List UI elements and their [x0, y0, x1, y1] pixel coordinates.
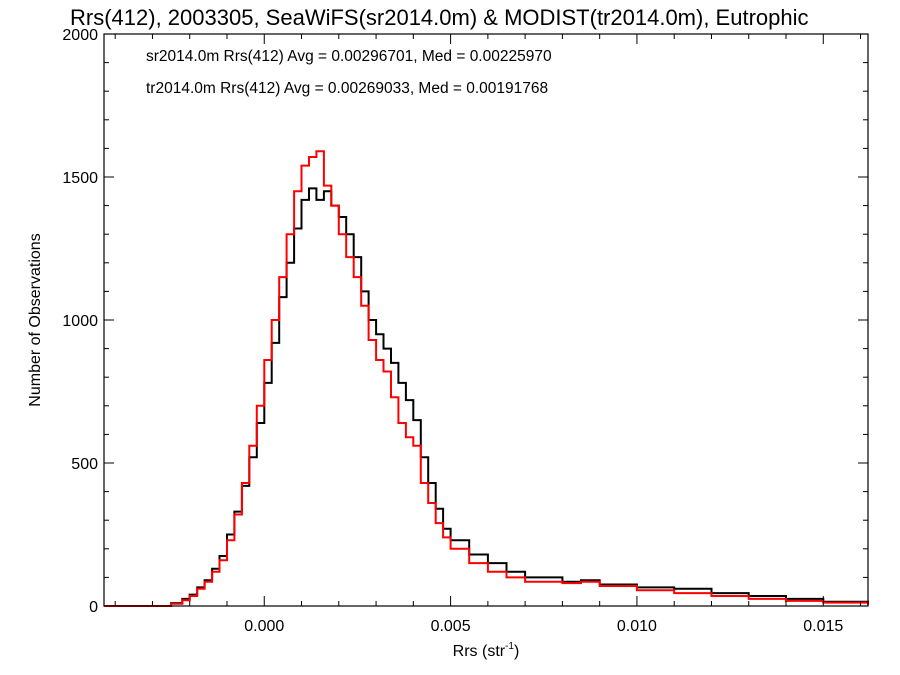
series-sr2014-histogram: [104, 187, 869, 607]
ticks-layer: 0.000 0.005 0.010 0.015 0 500 1000 1500 2000: [62, 27, 868, 635]
chart-title: Rrs(412), 2003305, SeaWiFS(sr2014.0m) & …: [70, 5, 809, 30]
stats-annotation-sr: sr2014.0m Rrs(412) Avg = 0.00296701, Med…: [146, 48, 552, 65]
y-tick-label: 500: [71, 456, 98, 473]
x-axis-label-superscript: -1: [505, 641, 514, 652]
series-layer: [104, 150, 869, 607]
y-tick-label: 1500: [62, 170, 98, 187]
series-tr2014-histogram: [104, 150, 869, 607]
x-tick-label: 0.000: [244, 618, 284, 635]
y-tick-label: 1000: [62, 313, 98, 330]
stats-annotation-tr: tr2014.0m Rrs(412) Avg = 0.00269033, Med…: [146, 80, 548, 97]
x-tick-label: 0.015: [803, 618, 843, 635]
x-axis-label: Rrs (str-1): [453, 641, 520, 660]
y-axis-label: Number of Observations: [27, 233, 44, 406]
y-tick-label: 2000: [62, 27, 98, 44]
y-tick-label: 0: [89, 599, 98, 616]
x-axis-label-main: Rrs (str: [453, 643, 506, 660]
x-tick-label: 0.005: [431, 618, 471, 635]
x-tick-label: 0.010: [617, 618, 657, 635]
x-axis-label-end: ): [514, 643, 519, 660]
